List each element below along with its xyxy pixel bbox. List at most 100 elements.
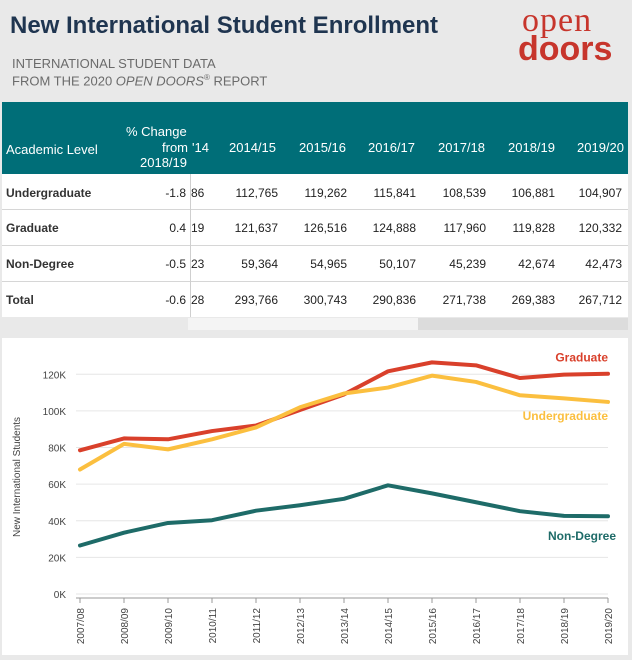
row-value: 106,881 xyxy=(511,186,555,200)
x-tick-label: 2017/18 xyxy=(516,608,527,645)
row-label: Undergraduate xyxy=(6,186,92,200)
series-label-undergraduate: Undergraduate xyxy=(523,409,609,423)
data-point-nondegree xyxy=(78,543,82,547)
row-value: 124,888 xyxy=(372,221,416,235)
col-header-year[interactable]: 2019/20 xyxy=(577,140,624,155)
row-value: 271,738 xyxy=(442,293,486,307)
data-point-nondegree xyxy=(606,514,610,518)
row-value: 120,332 xyxy=(578,221,622,235)
row-value: 108,539 xyxy=(442,186,486,200)
table-horizontal-scrollbar-track[interactable] xyxy=(418,318,628,330)
data-point-graduate xyxy=(474,363,478,367)
row-divider xyxy=(2,209,628,210)
logo-open-doors-top: open xyxy=(522,2,593,39)
data-point-undergraduate xyxy=(166,447,170,451)
table-horizontal-scrollbar-thumb[interactable] xyxy=(188,318,418,330)
data-point-graduate xyxy=(606,372,610,376)
row-partial: 28 xyxy=(191,293,205,307)
col-header-year[interactable]: 2017/18 xyxy=(438,140,485,155)
row-value: 59,364 xyxy=(241,257,278,271)
col-header-year[interactable]: 2018/19 xyxy=(508,140,555,155)
data-point-undergraduate xyxy=(210,437,214,441)
row-value: 45,239 xyxy=(449,257,486,271)
x-tick-label: 2018/19 xyxy=(560,608,571,645)
data-point-nondegree xyxy=(166,521,170,525)
row-label: Non-Degree xyxy=(6,257,75,271)
row-value: 126,516 xyxy=(303,221,347,235)
row-value: 119,828 xyxy=(512,221,556,235)
data-point-graduate xyxy=(166,437,170,441)
y-tick-label: 0K xyxy=(54,590,67,601)
subtitle-italic: OPEN DOORS xyxy=(115,73,204,89)
page-title: New International Student Enrollment xyxy=(10,12,439,39)
row-change: -0.6 xyxy=(165,293,186,307)
data-point-undergraduate xyxy=(78,468,82,472)
row-value: 121,637 xyxy=(234,221,278,235)
row-value: 267,712 xyxy=(578,293,622,307)
enrollment-table: Academic Level % Change from 2018/19 '14… xyxy=(2,102,628,317)
col-header-year[interactable]: 2015/16 xyxy=(299,140,346,155)
line-chart-svg: 0K 20K 40K 60K 80K 100K 120K 2007/08 2008/09 2009… xyxy=(12,351,616,645)
col-header-partial[interactable]: '14 xyxy=(192,140,209,155)
series-line-graduate xyxy=(78,360,610,453)
subtitle-line-1: INTERNATIONAL STUDENT DATA xyxy=(12,56,216,71)
row-change: -0.5 xyxy=(165,257,186,271)
row-change: 0.4 xyxy=(169,221,186,235)
y-tick-label: 40K xyxy=(48,517,66,528)
col-header-academic-level[interactable]: Academic Level xyxy=(6,142,98,157)
data-point-graduate xyxy=(122,436,126,440)
frozen-column-divider xyxy=(190,174,191,317)
x-tick-label: 2009/10 xyxy=(164,608,175,645)
x-tick-label: 2019/20 xyxy=(604,608,615,645)
row-change: -1.8 xyxy=(165,186,186,200)
y-tick-label: 100K xyxy=(43,407,67,418)
subtitle-line-2: FROM THE 2020 OPEN DOORS® REPORT xyxy=(12,73,267,88)
series-label-graduate: Graduate xyxy=(555,351,608,365)
registered-mark: ® xyxy=(203,73,210,82)
row-value: 112,765 xyxy=(235,186,279,200)
y-axis-label: New International Students xyxy=(12,417,23,537)
row-value: 290,836 xyxy=(372,293,416,307)
row-partial: 86 xyxy=(191,186,205,200)
x-tick-label: 2012/13 xyxy=(296,608,307,645)
data-point-nondegree xyxy=(518,509,522,513)
row-value: 119,262 xyxy=(304,186,348,200)
y-tick-label: 60K xyxy=(48,480,66,491)
data-point-nondegree xyxy=(386,483,390,487)
row-value: 42,674 xyxy=(518,257,555,271)
data-point-graduate xyxy=(518,376,522,380)
row-label: Total xyxy=(6,293,34,307)
data-point-undergraduate xyxy=(518,393,522,397)
x-tick-label: 2011/12 xyxy=(252,608,263,644)
data-point-graduate xyxy=(78,448,82,452)
col-header-year[interactable]: 2016/17 xyxy=(368,140,415,155)
row-divider xyxy=(2,245,628,246)
row-divider xyxy=(2,281,628,282)
y-tick-label: 120K xyxy=(43,370,67,381)
data-point-nondegree xyxy=(342,497,346,501)
col-header-change-3[interactable]: 2018/19 xyxy=(140,155,187,170)
table-header: Academic Level % Change from 2018/19 '14… xyxy=(2,102,628,174)
data-point-undergraduate xyxy=(474,380,478,384)
data-point-graduate xyxy=(386,369,390,373)
data-point-undergraduate xyxy=(430,374,434,378)
y-tick-label: 80K xyxy=(48,444,66,455)
data-point-undergraduate xyxy=(386,386,390,390)
subtitle-suffix: REPORT xyxy=(209,73,268,89)
row-value: 104,907 xyxy=(578,186,622,200)
data-point-undergraduate xyxy=(342,392,346,396)
row-value: 269,383 xyxy=(511,293,555,307)
col-header-change-2[interactable]: from xyxy=(162,140,188,155)
subtitle-prefix: FROM THE 2020 xyxy=(12,73,116,89)
data-point-nondegree xyxy=(210,518,214,522)
col-header-change-1[interactable]: % Change xyxy=(126,124,187,139)
series-label-nondegree: Non-Degree xyxy=(548,529,616,543)
x-tick-label: 2007/08 xyxy=(76,608,87,645)
row-value: 300,743 xyxy=(303,293,347,307)
data-point-undergraduate xyxy=(254,425,258,429)
data-point-undergraduate xyxy=(298,405,302,409)
data-point-graduate xyxy=(562,373,566,377)
col-header-year[interactable]: 2014/15 xyxy=(229,140,276,155)
data-point-undergraduate xyxy=(562,396,566,400)
data-point-nondegree xyxy=(562,514,566,518)
